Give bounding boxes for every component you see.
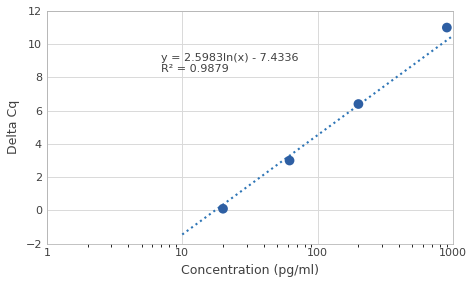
Point [443, 25, 451, 30]
Text: y = 2.5983ln(x) - 7.4336
R² = 0.9879: y = 2.5983ln(x) - 7.4336 R² = 0.9879 [161, 53, 298, 74]
Point [286, 158, 293, 163]
Y-axis label: Delta Cq: Delta Cq [7, 100, 20, 154]
X-axis label: Concentration (pg/ml): Concentration (pg/ml) [181, 264, 319, 277]
Point [355, 102, 362, 106]
Point [219, 206, 227, 211]
